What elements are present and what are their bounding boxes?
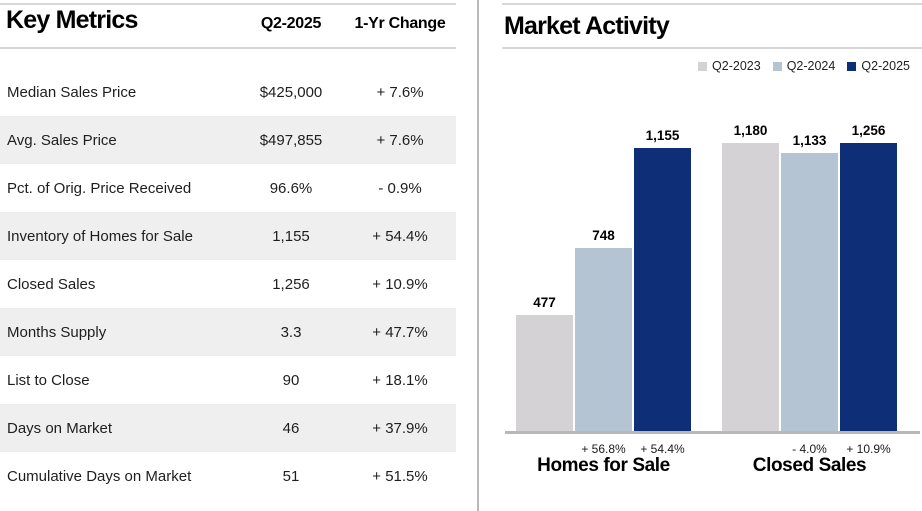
bar-closed-q2-2025: 1,256 + 10.9% (840, 123, 897, 456)
bar-closed-q2-2024: 1,133 - 4.0% (781, 123, 838, 456)
metrics-table: Median Sales Price $425,000 + 7.6% Avg. … (0, 50, 456, 500)
metric-value: 90 (282, 371, 300, 389)
table-row: List to Close 90 + 18.1% (0, 356, 456, 404)
market-activity-title: Market Activity (504, 12, 670, 40)
metric-label: Median Sales Price (7, 83, 137, 101)
legend-item-q2-2025: Q2-2025 (847, 59, 910, 73)
bar (516, 315, 573, 433)
metric-value: 96.6% (269, 179, 313, 197)
chart-legend: Q2-2023 Q2-2024 Q2-2025 (698, 59, 910, 73)
metric-value: 46 (282, 419, 300, 437)
metric-label: Avg. Sales Price (7, 131, 117, 149)
metric-label: List to Close (7, 371, 90, 389)
metric-value: $425,000 (259, 83, 323, 101)
legend-item-q2-2023: Q2-2023 (698, 59, 761, 73)
bar-value-label: 1,256 (851, 123, 886, 138)
bar-homes-q2-2024: 748 + 56.8% (575, 123, 632, 456)
table-row: Closed Sales 1,256 + 10.9% (0, 260, 456, 308)
table-row: Months Supply 3.3 + 47.7% (0, 308, 456, 356)
legend-label: Q2-2025 (861, 59, 910, 73)
bar (634, 148, 691, 433)
metric-label: Closed Sales (7, 275, 96, 293)
metric-label: Pct. of Orig. Price Received (7, 179, 192, 197)
metric-change: - 0.9% (378, 179, 422, 197)
metric-value: 51 (282, 467, 300, 485)
metric-change: + 51.5% (372, 467, 428, 485)
x-axis-line (505, 431, 920, 434)
bar-homes-q2-2025: 1,155 + 54.4% (634, 123, 691, 456)
metric-change: + 54.4% (372, 227, 428, 245)
metric-value: 3.3 (280, 323, 302, 341)
category-label-homes-for-sale: Homes for Sale (537, 455, 670, 476)
bar-homes-q2-2023: 477 (516, 123, 573, 433)
metric-change: + 47.7% (372, 323, 428, 341)
metric-label: Cumulative Days on Market (7, 467, 192, 485)
table-row: Cumulative Days on Market 51 + 51.5% (0, 452, 456, 500)
bar-pct-change: - 4.0% (792, 442, 827, 456)
legend-label: Q2-2024 (786, 59, 836, 73)
table-row: Avg. Sales Price $497,855 + 7.6% (0, 116, 456, 164)
key-metrics-title: Key Metrics (6, 6, 138, 34)
metric-change: + 37.9% (372, 419, 428, 437)
bar-value-label: 1,155 (645, 128, 680, 143)
table-row: Days on Market 46 + 37.9% (0, 404, 456, 452)
legend-swatch-icon (847, 61, 857, 71)
bar-value-label: 1,180 (733, 123, 768, 138)
table-row: Median Sales Price $425,000 + 7.6% (0, 68, 456, 116)
column-header-period: Q2-2025 (260, 15, 322, 32)
bar-pct-change: + 54.4% (640, 442, 685, 456)
metric-label: Months Supply (7, 323, 107, 341)
category-label-closed-sales: Closed Sales (752, 455, 867, 476)
metric-change: + 7.6% (376, 83, 424, 101)
top-rule (502, 3, 922, 5)
legend-label: Q2-2023 (712, 59, 761, 73)
market-activity-panel: Market Activity Q2-2023 Q2-2024 Q2-2025 … (500, 0, 922, 511)
metric-change: + 18.1% (372, 371, 428, 389)
bar-pct-change: + 10.9% (846, 442, 891, 456)
bar (722, 143, 779, 433)
table-row: Inventory of Homes for Sale 1,155 + 54.4… (0, 212, 456, 260)
metric-change: + 10.9% (372, 275, 428, 293)
metric-label: Inventory of Homes for Sale (7, 227, 193, 245)
metric-value: 1,155 (272, 227, 310, 245)
bar-value-label: 477 (533, 295, 556, 310)
header-rule (0, 47, 456, 49)
bar-chart-plot: 477 748 + 56.8% 1,155 + 54.4% 1,180 (516, 123, 897, 456)
bar-value-label: 1,133 (792, 133, 827, 148)
top-rule (0, 3, 456, 5)
panel-divider (477, 0, 479, 511)
key-metrics-header: Key Metrics Q2-2025 1-Yr Change (0, 6, 456, 46)
metric-value: $497,855 (259, 131, 323, 149)
legend-swatch-icon (698, 61, 708, 71)
bar (840, 143, 897, 433)
column-header-change: 1-Yr Change (354, 15, 446, 32)
bar-closed-q2-2023: 1,180 (722, 123, 779, 433)
bar (575, 248, 632, 433)
bar-group-homes-for-sale: 477 748 + 56.8% 1,155 + 54.4% (516, 123, 691, 456)
legend-item-q2-2024: Q2-2024 (772, 59, 836, 73)
bar-pct-change: + 56.8% (581, 442, 626, 456)
bar-value-label: 748 (592, 228, 615, 243)
metric-label: Days on Market (7, 419, 113, 437)
bar (781, 153, 838, 433)
key-metrics-panel: Key Metrics Q2-2025 1-Yr Change Median S… (0, 0, 456, 511)
bar-group-closed-sales: 1,180 1,133 - 4.0% 1,256 + 10.9% (722, 123, 897, 456)
table-row: Pct. of Orig. Price Received 96.6% - 0.9… (0, 164, 456, 212)
metric-change: + 7.6% (376, 131, 424, 149)
legend-swatch-icon (772, 61, 782, 71)
metric-value: 1,256 (272, 275, 310, 293)
header-rule (502, 47, 922, 49)
